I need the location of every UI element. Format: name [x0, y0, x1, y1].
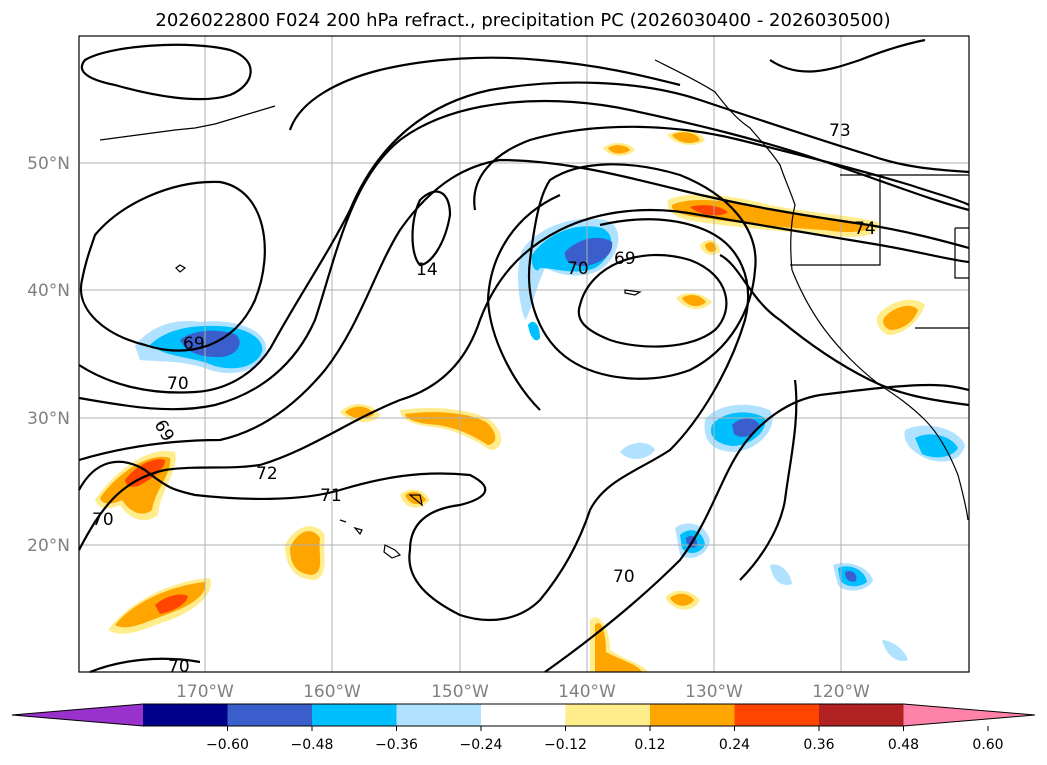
contour-label: 70	[167, 374, 189, 394]
colorbar-tick-label: −0.12	[544, 737, 587, 753]
coastlines	[99, 59, 969, 559]
colorbar-tick-label: 0.36	[803, 737, 834, 753]
precip-area-positive	[705, 242, 716, 252]
precip-area-positive	[125, 459, 165, 487]
lon-label: 160°W	[303, 682, 361, 702]
lat-label: 20°N	[27, 536, 70, 556]
precip-area-positive	[290, 531, 321, 575]
graticule	[79, 36, 969, 672]
contour-line	[78, 208, 970, 551]
hawaii-island	[383, 544, 402, 559]
latitude-labels: 50°N 40°N 30°N 20°N	[27, 154, 70, 556]
colorbar-segment	[819, 704, 904, 726]
precipitation-fill-layer	[95, 130, 965, 672]
colorbar-tick-label: −0.60	[206, 737, 249, 753]
lon-label: 130°W	[685, 682, 743, 702]
precip-area-positive	[671, 199, 870, 233]
contour-line	[577, 253, 728, 348]
contour-label: 73	[829, 121, 851, 141]
precip-area-negative	[882, 640, 908, 662]
contour-line	[78, 81, 970, 394]
figure-title: 2026022800 F024 200 hPa refract., precip…	[155, 10, 890, 31]
colorbar-tick-label: 0.12	[634, 737, 665, 753]
colorbar-tick-label: −0.36	[375, 737, 418, 753]
precip-area-negative	[770, 564, 792, 586]
precip-area-positive	[155, 594, 188, 614]
lat-label: 30°N	[27, 409, 70, 429]
lon-label: 120°W	[812, 682, 870, 702]
precip-area-negative	[528, 321, 540, 341]
island	[175, 264, 187, 273]
contour-line	[411, 190, 452, 267]
precip-area-positive	[670, 593, 694, 606]
precip-area-negative	[564, 237, 613, 266]
precip-area-positive	[883, 305, 918, 330]
contour-line	[486, 193, 561, 411]
contour-label: 70	[168, 657, 190, 677]
colorbar-tick-label: −0.24	[460, 737, 503, 753]
colorbar-segment	[650, 704, 735, 726]
hawaii-island	[408, 494, 423, 507]
colorbar-segment	[396, 704, 482, 726]
contour-line	[719, 254, 970, 407]
precip-area-positive	[682, 294, 706, 307]
colorbar-extension-low	[12, 704, 143, 726]
contour-line	[739, 379, 798, 581]
contour-label: 72	[256, 464, 278, 484]
colorbar-segment	[227, 704, 313, 726]
hawaii-island	[339, 519, 363, 536]
lon-label: 170°W	[176, 682, 234, 702]
aleutian-coast	[99, 105, 276, 141]
colorbar-extension-high	[903, 704, 1035, 726]
colorbar-segment	[143, 704, 228, 726]
precip-area-positive	[405, 412, 496, 445]
contour-label: 71	[320, 486, 342, 506]
north-america-coast	[654, 59, 969, 521]
colorbar-segment	[312, 704, 397, 726]
contour-label: 69	[614, 249, 636, 269]
precip-area-positive	[608, 145, 630, 154]
refractivity-contours	[78, 38, 970, 674]
lat-label: 50°N	[27, 154, 70, 174]
colorbar-segment	[734, 704, 820, 726]
contour-labels: 69 70 72 71 70 70 14 70 69 70 73 74 69	[92, 121, 876, 677]
contour-label: 69	[183, 334, 205, 354]
precip-area-negative	[845, 571, 857, 582]
precip-area-positive	[672, 132, 700, 143]
contour-line	[78, 158, 970, 462]
colorbar-segment	[481, 704, 566, 726]
contour-line	[769, 38, 926, 73]
contour-line	[544, 383, 970, 673]
contour-line	[89, 657, 201, 674]
lat-label: 40°N	[27, 281, 70, 301]
colorbar-tick-label: 0.24	[719, 737, 750, 753]
contour-line	[80, 43, 252, 101]
precip-area-negative	[620, 442, 655, 459]
colorbar-segment	[565, 704, 651, 726]
contour-label: 74	[854, 219, 876, 239]
contour-label: 70	[567, 259, 589, 279]
colorbar-tick-label: −0.48	[291, 737, 334, 753]
map-frame	[78, 35, 970, 673]
contour-line	[78, 218, 750, 622]
contour-line	[288, 56, 681, 131]
island	[624, 289, 642, 296]
border-line	[790, 175, 881, 266]
contour-label: 14	[416, 260, 438, 280]
precip-area-positive	[595, 623, 642, 672]
colorbar: −0.60 −0.48 −0.36 −0.24 −0.12 0.12 0.24 0.36 0.4…	[11, 703, 1036, 753]
lon-label: 150°W	[431, 682, 489, 702]
longitude-labels: 170°W 160°W 150°W 140°W 130°W 120°W	[176, 682, 870, 702]
colorbar-tick-label: 0.48	[888, 737, 919, 753]
precip-area-positive	[690, 205, 728, 216]
colorbar-tick-label: 0.60	[972, 737, 1003, 753]
contour-line	[79, 180, 266, 352]
lon-label: 140°W	[558, 682, 616, 702]
contour-label: 70	[92, 510, 114, 530]
contour-line	[528, 163, 757, 380]
colorbar-outline	[11, 703, 1036, 727]
contour-label: 70	[613, 567, 635, 587]
contour-line	[473, 125, 970, 211]
